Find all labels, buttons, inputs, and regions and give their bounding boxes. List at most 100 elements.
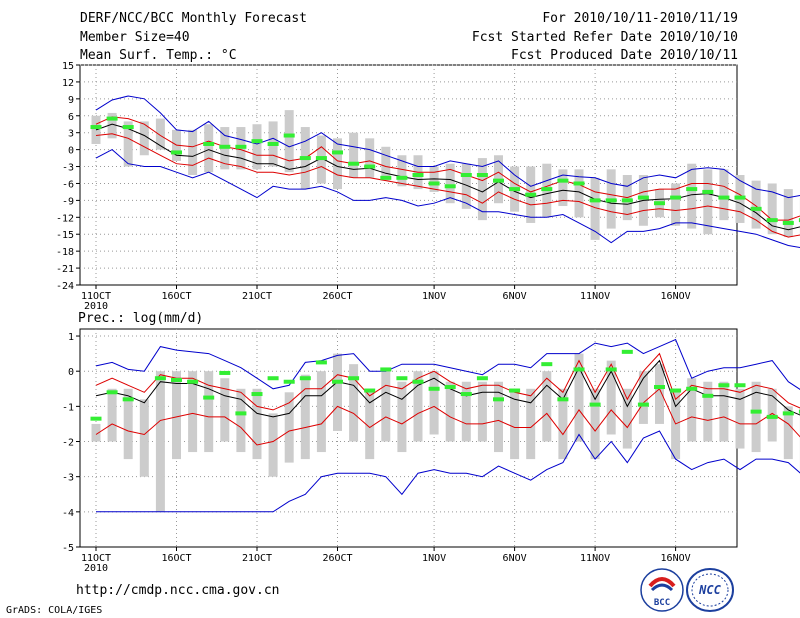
observed-marker — [299, 156, 311, 161]
observed-marker — [621, 198, 633, 203]
ensemble-box — [123, 388, 133, 460]
member-size: Member Size=40 — [80, 30, 190, 45]
observed-marker — [637, 195, 649, 200]
y-tick-label: -24 — [56, 281, 74, 292]
observed-marker — [621, 349, 633, 354]
observed-marker — [348, 161, 360, 166]
series-min-line — [96, 430, 800, 513]
observed-marker — [493, 397, 504, 402]
precipitation-panel: 1 0 -1 -2 -3 -4 -5 11OCT 16OCT 21OCT 26OCT 1NOV 6NOV… — [62, 328, 800, 574]
ensemble-box — [574, 353, 584, 442]
observed-marker — [782, 220, 794, 225]
series-mean-line — [95, 123, 800, 231]
observed-marker — [251, 139, 263, 144]
x-tick-label: 26OCT — [322, 291, 352, 302]
observed-marker — [235, 144, 247, 149]
observed-marker — [412, 379, 424, 384]
observed-marker — [766, 414, 778, 419]
ensemble-box — [365, 388, 375, 460]
observed-marker — [734, 383, 746, 388]
ensemble-box — [703, 381, 713, 442]
observed-marker — [654, 385, 665, 390]
y-tick-label: -4 — [62, 508, 74, 519]
observed-marker — [364, 388, 376, 393]
observed-marker — [90, 416, 102, 421]
observed-marker — [493, 178, 504, 183]
observed-marker — [509, 388, 521, 393]
series-upper-line — [95, 352, 800, 411]
ensemble-box — [638, 371, 648, 424]
observed-marker — [187, 379, 199, 384]
series-max-line — [95, 95, 800, 199]
ensemble-box — [783, 189, 793, 238]
observed-marker — [428, 386, 440, 391]
ensemble-box — [188, 371, 198, 453]
ensemble-box — [123, 121, 133, 167]
observed-marker — [509, 187, 521, 192]
ensemble-box — [91, 423, 101, 442]
variable-label: Mean Surf. Temp.: °C — [80, 48, 237, 63]
observed-marker — [573, 367, 585, 372]
observed-marker — [686, 187, 698, 192]
observed-marker — [315, 360, 327, 365]
ensemble-box — [204, 124, 214, 173]
observed-marker — [444, 184, 456, 189]
ensemble-box — [558, 388, 568, 460]
observed-marker — [573, 181, 585, 186]
ensemble-box — [622, 388, 632, 449]
ensemble-box — [300, 374, 310, 460]
observed-marker — [267, 141, 279, 146]
y-tick-label: -2 — [62, 438, 74, 449]
ensemble-box — [719, 169, 729, 221]
ensemble-box — [220, 378, 230, 442]
ensemble-box — [316, 371, 326, 453]
ensemble-box — [252, 388, 262, 460]
y-tick-label: 0 — [68, 367, 74, 378]
observed-marker — [798, 409, 800, 414]
observed-marker — [396, 376, 408, 381]
observed-marker — [589, 402, 601, 407]
observed-marker — [541, 187, 553, 192]
observed-marker — [670, 388, 682, 393]
x-tick-label: 11OCT — [81, 291, 111, 302]
series-lower-line — [95, 133, 800, 238]
observed-marker — [702, 393, 714, 398]
observed-marker — [782, 411, 794, 416]
observed-marker — [557, 178, 569, 183]
observed-marker — [460, 173, 472, 177]
ensemble-box — [767, 183, 777, 235]
ensemble-box — [606, 360, 616, 435]
y-tick-label: -18 — [56, 247, 74, 258]
y-tick-label: 15 — [62, 61, 74, 72]
ensemble-box — [429, 371, 439, 435]
observed-marker — [251, 392, 263, 397]
observed-marker — [525, 192, 537, 197]
ensemble-box — [155, 118, 165, 150]
prec-title: Prec.: log(mm/d) — [78, 311, 203, 326]
observed-marker — [718, 383, 730, 388]
ensemble-box — [477, 381, 487, 442]
observed-marker — [90, 125, 102, 130]
plot-frame — [79, 64, 738, 286]
ensemble-box — [252, 124, 262, 170]
observed-marker — [605, 367, 617, 372]
ensemble-box — [687, 163, 697, 229]
fcst-produced: Fcst Produced Date 2010/10/11 — [511, 48, 738, 63]
observed-marker — [428, 181, 440, 186]
ensemble-box — [413, 371, 423, 442]
observed-marker — [686, 386, 698, 391]
observed-marker — [283, 133, 295, 138]
ensemble-box — [188, 129, 198, 175]
ensemble-box — [494, 381, 503, 453]
y-tick-label: -12 — [56, 213, 74, 224]
observed-marker — [283, 379, 295, 384]
ensemble-box — [236, 388, 246, 453]
ensemble-box — [574, 169, 584, 218]
observed-marker — [557, 397, 569, 402]
ensemble-box — [735, 388, 745, 449]
y-tick-label: -9 — [62, 196, 74, 207]
series-upper-line — [95, 116, 800, 221]
y-tick-label: -3 — [62, 473, 74, 484]
y-tick-label: -3 — [62, 163, 74, 174]
